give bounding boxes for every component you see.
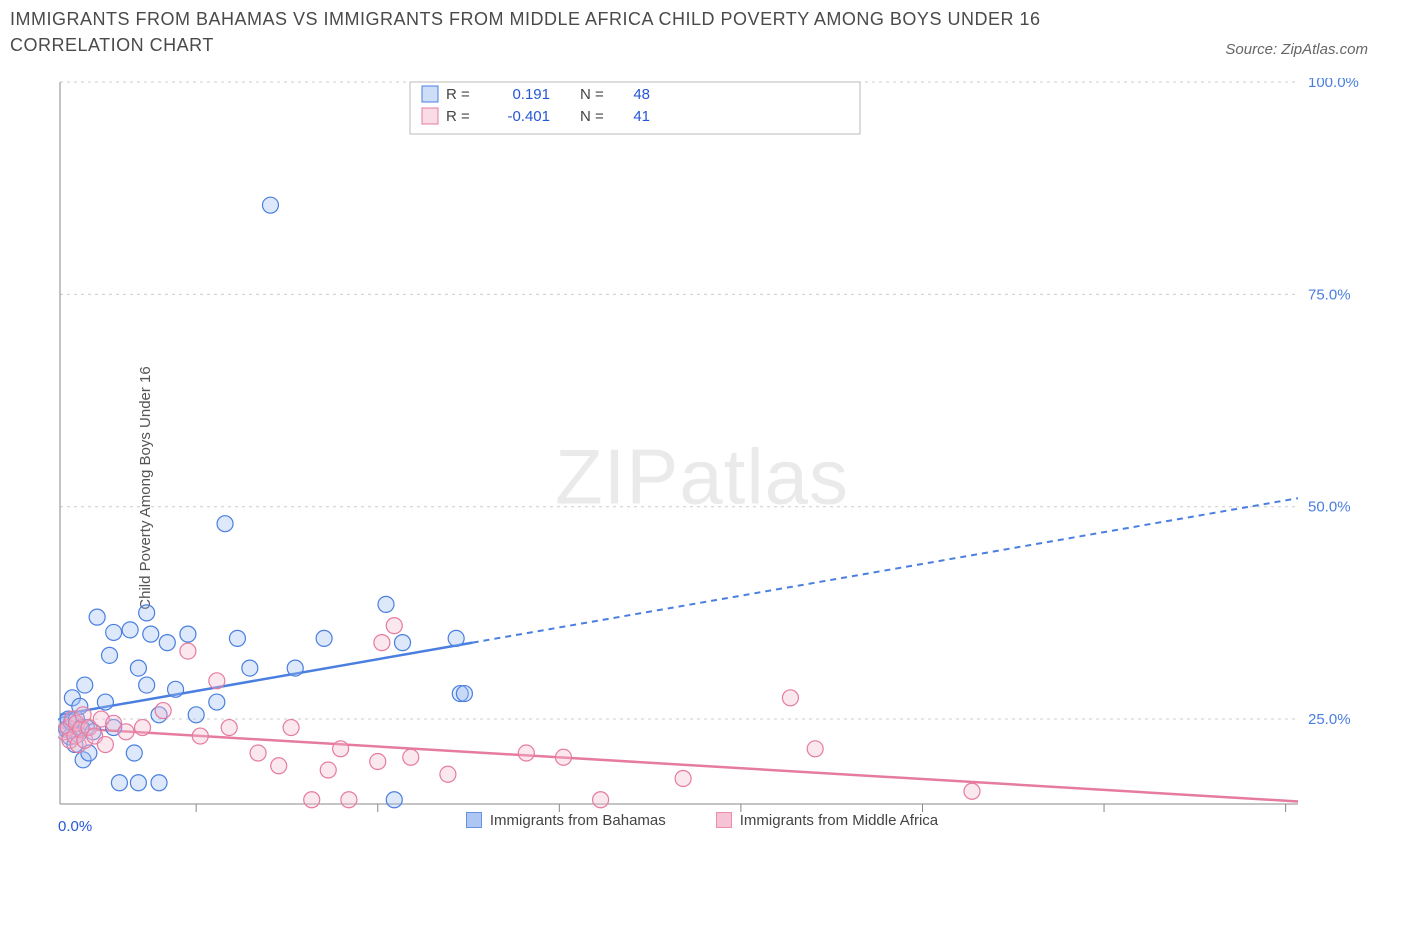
- data-point-middle_africa: [675, 771, 691, 787]
- bottom-legend-item-middle_africa: Immigrants from Middle Africa: [716, 812, 938, 829]
- data-point-bahamas: [217, 516, 233, 532]
- data-point-middle_africa: [209, 673, 225, 689]
- data-point-middle_africa: [370, 754, 386, 770]
- data-point-middle_africa: [333, 741, 349, 757]
- data-point-middle_africa: [782, 690, 798, 706]
- bottom-legend: Immigrants from Bahamas Immigrants from M…: [22, 812, 1382, 829]
- y-tick-label: 50.0%: [1308, 499, 1351, 516]
- data-point-middle_africa: [118, 724, 134, 740]
- data-point-bahamas: [126, 745, 142, 761]
- legend-n-value-bahamas: 48: [633, 86, 650, 103]
- data-point-middle_africa: [135, 720, 151, 736]
- data-point-bahamas: [139, 677, 155, 693]
- data-point-bahamas: [188, 707, 204, 723]
- source-name: ZipAtlas.com: [1281, 41, 1368, 58]
- data-point-middle_africa: [192, 728, 208, 744]
- data-point-bahamas: [316, 630, 332, 646]
- legend-n-value-middle_africa: 41: [633, 108, 650, 125]
- trendline-middle_africa: [60, 728, 1298, 802]
- chart-area: Child Poverty Among Boys Under 16 25.0%5…: [22, 78, 1382, 898]
- data-point-middle_africa: [250, 745, 266, 761]
- y-tick-label: 100.0%: [1308, 78, 1359, 91]
- data-point-middle_africa: [555, 749, 571, 765]
- data-point-middle_africa: [403, 749, 419, 765]
- source-prefix: Source:: [1225, 41, 1281, 58]
- data-point-bahamas: [386, 792, 402, 808]
- data-point-middle_africa: [271, 758, 287, 774]
- data-point-middle_africa: [964, 783, 980, 799]
- data-point-bahamas: [180, 626, 196, 642]
- source-attribution: Source: ZipAtlas.com: [1225, 41, 1396, 58]
- data-point-bahamas: [168, 681, 184, 697]
- data-point-bahamas: [395, 635, 411, 651]
- data-point-bahamas: [159, 635, 175, 651]
- data-point-middle_africa: [283, 720, 299, 736]
- data-point-bahamas: [143, 626, 159, 642]
- data-point-middle_africa: [341, 792, 357, 808]
- data-point-bahamas: [456, 686, 472, 702]
- data-point-bahamas: [89, 609, 105, 625]
- data-point-bahamas: [448, 630, 464, 646]
- data-point-middle_africa: [518, 745, 534, 761]
- data-point-middle_africa: [180, 643, 196, 659]
- data-point-bahamas: [378, 596, 394, 612]
- data-point-bahamas: [111, 775, 127, 791]
- legend-r-label: R =: [446, 86, 470, 103]
- data-point-middle_africa: [320, 762, 336, 778]
- y-tick-label: 25.0%: [1308, 711, 1351, 728]
- data-point-bahamas: [229, 630, 245, 646]
- legend-n-label: N =: [580, 108, 604, 125]
- data-point-bahamas: [151, 775, 167, 791]
- trendline-bahamas: [60, 643, 473, 715]
- data-point-bahamas: [242, 660, 258, 676]
- data-point-middle_africa: [807, 741, 823, 757]
- data-point-bahamas: [139, 605, 155, 621]
- data-point-bahamas: [130, 660, 146, 676]
- legend-r-label: R =: [446, 108, 470, 125]
- legend-r-value-middle_africa: -0.401: [507, 108, 550, 125]
- bottom-legend-swatch-bahamas: [466, 812, 482, 828]
- header-row: IMMIGRANTS FROM BAHAMAS VS IMMIGRANTS FR…: [10, 6, 1396, 58]
- legend-r-value-bahamas: 0.191: [512, 86, 550, 103]
- data-point-middle_africa: [304, 792, 320, 808]
- bottom-legend-label-bahamas: Immigrants from Bahamas: [490, 812, 666, 829]
- data-point-bahamas: [262, 197, 278, 213]
- legend-swatch-bahamas: [422, 86, 438, 102]
- data-point-bahamas: [77, 677, 93, 693]
- data-point-middle_africa: [440, 766, 456, 782]
- data-point-middle_africa: [97, 737, 113, 753]
- data-point-middle_africa: [155, 703, 171, 719]
- data-point-bahamas: [209, 694, 225, 710]
- legend-n-label: N =: [580, 86, 604, 103]
- bottom-legend-swatch-middle_africa: [716, 812, 732, 828]
- legend-swatch-middle_africa: [422, 108, 438, 124]
- data-point-bahamas: [97, 694, 113, 710]
- data-point-bahamas: [130, 775, 146, 791]
- data-point-middle_africa: [593, 792, 609, 808]
- y-tick-label: 75.0%: [1308, 286, 1351, 303]
- data-point-bahamas: [122, 622, 138, 638]
- data-point-bahamas: [287, 660, 303, 676]
- data-point-middle_africa: [221, 720, 237, 736]
- trendline-bahamas-extrapolated: [473, 498, 1298, 642]
- chart-container: IMMIGRANTS FROM BAHAMAS VS IMMIGRANTS FR…: [0, 0, 1406, 930]
- data-point-middle_africa: [374, 635, 390, 651]
- data-point-bahamas: [102, 647, 118, 663]
- data-point-bahamas: [106, 624, 122, 640]
- bottom-legend-label-middle_africa: Immigrants from Middle Africa: [740, 812, 938, 829]
- data-point-middle_africa: [386, 618, 402, 634]
- scatter-plot: 25.0% 50.0% 75.0% 100.0% R = 0.191 N = 48 R = -0.…: [58, 78, 1376, 848]
- bottom-legend-item-bahamas: Immigrants from Bahamas: [466, 812, 666, 829]
- chart-title: IMMIGRANTS FROM BAHAMAS VS IMMIGRANTS FR…: [10, 6, 1130, 58]
